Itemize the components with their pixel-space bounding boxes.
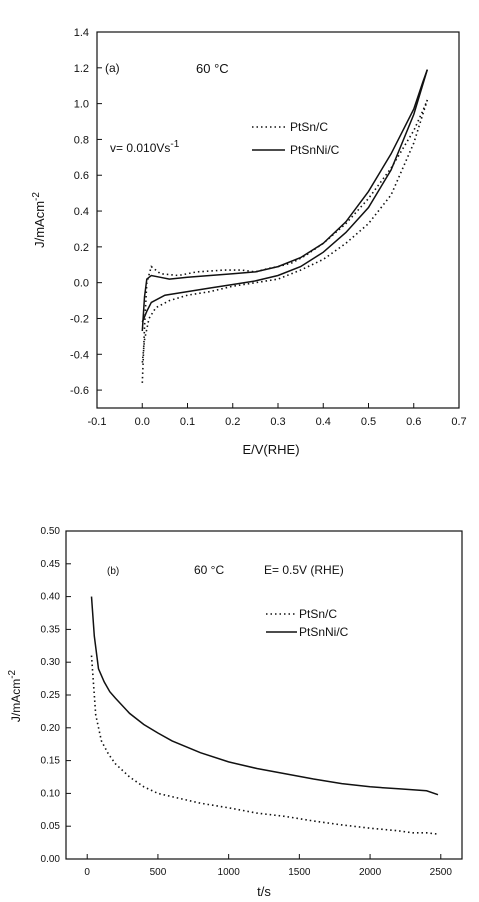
panel-a-y-tick-label: 0.4 — [74, 206, 89, 218]
panel-b-y-ticks: 0.00 0.05 0.10 0.15 0.20 0.25 0.30 0.35 0.40 0.45… — [41, 526, 71, 865]
panel-a-y-ticks: -0.6 -0.4 -0.2 0.0 0.2 0.4 0.6 0.8 1.0 1.2 1.4 — [70, 27, 102, 397]
panel-b-legend-ptsnni: PtSnNi/C — [299, 625, 349, 639]
panel-a-y-tick-label: 0.0 — [74, 278, 89, 290]
panel-b-x-tick-label: 1000 — [218, 867, 241, 878]
panel-b-series-ptsnnic — [90, 596, 439, 796]
panel-a-x-tick-label: 0.7 — [451, 416, 466, 428]
panel-b-x-tick-label: 0 — [84, 867, 90, 878]
panel-a-y-tick-label: 0.8 — [74, 134, 89, 146]
panel-b-y-tick-label: 0.15 — [41, 756, 61, 767]
panel-a-x-tick-label: 0.6 — [406, 416, 421, 428]
panel-a-y-tick-label: 1.2 — [74, 63, 89, 75]
panel-b-y-tick-label: 0.05 — [41, 821, 61, 832]
panel-b-legend: PtSn/C PtSnNi/C — [266, 607, 349, 639]
panel-a-legend-ptsn: PtSn/C — [290, 120, 328, 134]
panel-b-y-axis-label: J/mAcm-2 — [7, 669, 23, 722]
panel-a-series — [141, 69, 429, 383]
panel-a-y-tick-label: 0.2 — [74, 242, 89, 254]
panel-a-condition-sup: -1 — [170, 139, 179, 150]
panel-a-series-ptsnnic-backward — [141, 69, 429, 323]
panel-b-frame — [65, 530, 463, 860]
panel-a-legend: PtSn/C PtSnNi/C — [252, 120, 340, 157]
panel-b-x-axis-label: t/s — [257, 884, 271, 899]
panel-b-x-tick-label: 2500 — [430, 867, 453, 878]
panel-a-x-axis-label: E/V(RHE) — [242, 442, 299, 457]
panel-b-y-axis-label-text: J/mAcm — [9, 679, 23, 722]
panel-a-x-tick-label: -0.1 — [88, 416, 107, 428]
panel-a-y-tick-label: 1.0 — [74, 99, 89, 111]
panel-b-label: (b) — [107, 566, 119, 577]
panel-a-y-tick-label: 0.6 — [74, 170, 89, 182]
panel-b: 0 500 1000 1500 2000 2500 0.00 0.05 0.10 0.15 0.2… — [7, 526, 463, 899]
panel-a-y-axis-label: J/mAcm-2 — [31, 192, 47, 248]
panel-b-y-tick-label: 0.45 — [41, 559, 61, 570]
panel-a-y-tick-label: 1.4 — [74, 27, 89, 39]
panel-a-x-ticks: -0.1 0.0 0.1 0.2 0.3 0.4 0.5 0.6 0.7 — [88, 403, 467, 428]
panel-a-condition-text: v= 0.010Vs — [110, 141, 170, 155]
panel-b-y-tick-label: 0.35 — [41, 624, 61, 635]
panel-b-y-tick-label: 0.30 — [41, 657, 61, 668]
panel-a-x-tick-label: 0.0 — [135, 416, 150, 428]
panel-b-y-tick-label: 0.50 — [41, 526, 61, 537]
panel-a-series-ptsnc-forward — [141, 99, 429, 383]
panel-a-x-tick-label: 0.1 — [180, 416, 195, 428]
panel-a-y-axis-label-text: J/mAcm — [32, 201, 47, 248]
panel-a-label: (a) — [105, 61, 120, 75]
panel-b-temperature: 60 °C — [194, 563, 224, 577]
panel-a: -0.1 0.0 0.1 0.2 0.3 0.4 0.5 0.6 0.7 -0.6-0.4-0.… — [31, 27, 467, 457]
panel-b-series-ptsnc — [90, 655, 439, 835]
panel-b-x-tick-label: 2000 — [359, 867, 382, 878]
panel-b-y-tick-label: 0.25 — [41, 690, 61, 701]
panel-b-y-tick-label: 0.40 — [41, 592, 61, 603]
panel-a-x-tick-label: 0.4 — [316, 416, 331, 428]
panel-b-condition: E= 0.5V (RHE) — [264, 563, 344, 577]
panel-b-y-axis-label-sup: -2 — [7, 669, 18, 678]
panel-b-legend-ptsn: PtSn/C — [299, 607, 337, 621]
panel-b-y-tick-label: 0.00 — [41, 854, 61, 865]
panel-b-x-ticks: 0 500 1000 1500 2000 2500 — [84, 854, 452, 878]
panel-a-series-ptsnc-backward — [141, 99, 429, 364]
panel-a-x-tick-label: 0.2 — [225, 416, 240, 428]
panel-a-y-tick-label: -0.6 — [70, 385, 89, 397]
panel-a-x-tick-label: 0.5 — [361, 416, 376, 428]
panel-a-y-tick-label: -0.4 — [70, 349, 89, 361]
panel-a-y-axis-label-sup: -2 — [31, 192, 42, 201]
panel-a-temperature: 60 °C — [196, 61, 229, 76]
panel-b-y-tick-label: 0.20 — [41, 723, 61, 734]
panel-a-series-ptsnnic-forward — [141, 69, 429, 332]
panel-b-x-tick-label: 1500 — [288, 867, 311, 878]
panel-b-y-tick-label: 0.10 — [41, 788, 61, 799]
panel-a-legend-ptsnni: PtSnNi/C — [290, 143, 340, 157]
panel-a-frame — [96, 31, 460, 409]
panel-b-series — [90, 596, 439, 835]
panel-a-condition: v= 0.010Vs-1 — [110, 139, 180, 155]
panel-a-y-tick-label: -0.2 — [70, 313, 89, 325]
panel-a-x-tick-label: 0.3 — [270, 416, 285, 428]
panel-b-x-tick-label: 500 — [150, 867, 167, 878]
